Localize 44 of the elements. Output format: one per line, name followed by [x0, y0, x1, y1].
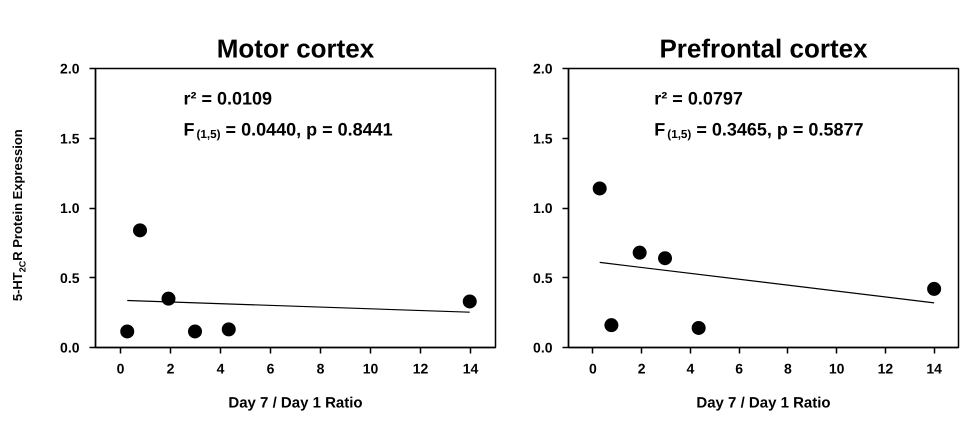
x-tick-label: 2 — [638, 360, 646, 376]
x-axis-title: Day 7 / Day 1 Ratio — [228, 394, 363, 412]
x-tick-label: 8 — [316, 360, 325, 376]
point — [592, 181, 607, 196]
y-tick-label: 1.5 — [60, 130, 80, 146]
x-axis-title: Day 7 / Day 1 Ratio — [696, 394, 831, 412]
point — [632, 246, 647, 260]
x-tick-label: 10 — [828, 360, 845, 376]
y-tick-label: 0.0 — [60, 340, 80, 356]
x-tick-label: 0 — [588, 360, 597, 376]
x-tick-label: 8 — [784, 360, 792, 376]
annotation: r² = 0.0109 — [184, 88, 272, 108]
x-tick-label: 6 — [735, 360, 744, 376]
x-tick-label: 12 — [878, 360, 894, 376]
x-tick-label: 10 — [362, 360, 378, 376]
y-tick-label: 0.5 — [60, 270, 80, 286]
y-tick-label: 2.0 — [60, 60, 80, 76]
point — [120, 324, 134, 338]
y-tick-label: 1.0 — [533, 200, 553, 216]
chart-title: Motor cortex — [216, 34, 375, 64]
x-tick-label: 14 — [926, 360, 942, 376]
point — [692, 320, 706, 335]
y-tick-label: 0.5 — [533, 270, 553, 286]
y-tick-label: 1.0 — [60, 200, 80, 216]
point — [222, 322, 236, 336]
x-tick-label: 6 — [266, 360, 275, 376]
point — [162, 292, 176, 306]
point — [133, 223, 147, 238]
x-tick-label: 4 — [216, 360, 225, 376]
point — [462, 294, 477, 308]
x-tick-label: 14 — [462, 360, 478, 376]
y-tick-label: 2.0 — [533, 60, 553, 76]
x-tick-label: 0 — [116, 360, 125, 376]
point — [188, 324, 202, 338]
y-tick-label: 0.0 — [533, 340, 553, 356]
point — [658, 251, 672, 266]
chart-title: Prefrontal cortex — [659, 34, 868, 64]
x-tick-label: 2 — [166, 360, 175, 376]
annotation: r² = 0.0797 — [654, 88, 743, 108]
point — [604, 318, 618, 332]
point — [927, 282, 942, 296]
x-tick-label: 12 — [412, 360, 428, 376]
y-tick-label: 1.5 — [533, 130, 553, 146]
x-tick-label: 4 — [686, 360, 694, 376]
